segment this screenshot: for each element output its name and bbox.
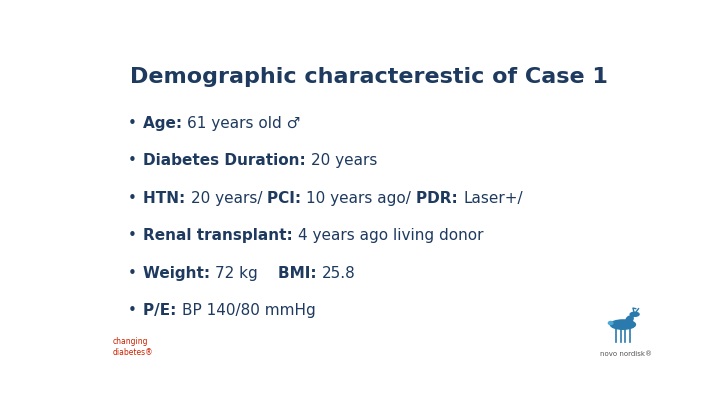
Text: Weight:: Weight: bbox=[143, 266, 215, 281]
Text: •: • bbox=[127, 303, 136, 318]
Ellipse shape bbox=[626, 316, 633, 323]
Text: PDR:: PDR: bbox=[416, 191, 463, 206]
Ellipse shape bbox=[611, 320, 636, 329]
Text: 25.8: 25.8 bbox=[322, 266, 355, 281]
Text: 20 years: 20 years bbox=[311, 153, 377, 168]
Text: 61 years old ♂: 61 years old ♂ bbox=[187, 116, 301, 131]
Text: •: • bbox=[127, 191, 136, 206]
Text: 10 years ago/: 10 years ago/ bbox=[306, 191, 416, 206]
Text: 4 years ago living donor: 4 years ago living donor bbox=[298, 228, 484, 243]
Text: Renal transplant:: Renal transplant: bbox=[143, 228, 298, 243]
Text: 72 kg: 72 kg bbox=[215, 266, 278, 281]
Text: Demographic characterestic of Case 1: Demographic characterestic of Case 1 bbox=[130, 67, 608, 87]
Text: novo nordisk®: novo nordisk® bbox=[600, 351, 652, 357]
Text: •: • bbox=[127, 153, 136, 168]
Text: BMI:: BMI: bbox=[278, 266, 322, 281]
Ellipse shape bbox=[630, 312, 639, 316]
Text: •: • bbox=[127, 266, 136, 281]
Text: •: • bbox=[127, 116, 136, 131]
Text: Age:: Age: bbox=[143, 116, 187, 131]
Text: PCI:: PCI: bbox=[267, 191, 306, 206]
Text: BP 140/80 mmHg: BP 140/80 mmHg bbox=[181, 303, 315, 318]
Text: •: • bbox=[127, 228, 136, 243]
Ellipse shape bbox=[608, 322, 613, 324]
Text: HTN:: HTN: bbox=[143, 191, 191, 206]
Text: Diabetes Duration:: Diabetes Duration: bbox=[143, 153, 311, 168]
Text: changing
diabetes®: changing diabetes® bbox=[112, 337, 153, 357]
Text: 20 years/: 20 years/ bbox=[191, 191, 267, 206]
Text: P/E:: P/E: bbox=[143, 303, 181, 318]
Text: Laser+/: Laser+/ bbox=[463, 191, 523, 206]
